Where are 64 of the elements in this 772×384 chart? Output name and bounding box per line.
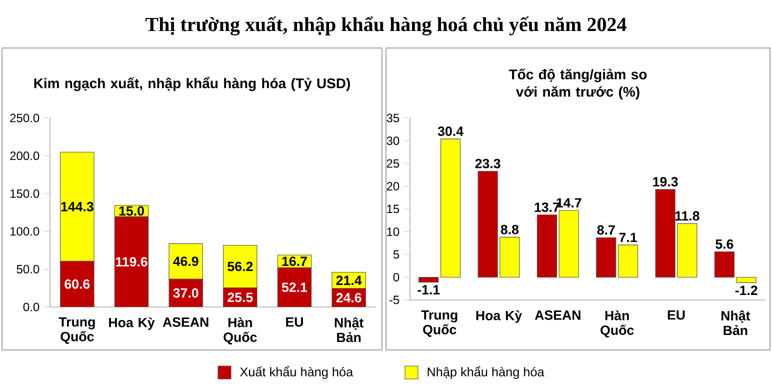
- y-tick-label: 100.0: [10, 227, 40, 236]
- bar: [596, 237, 616, 278]
- data-label: 60.6: [64, 279, 90, 289]
- x-tick-label: Trung Quốc: [58, 317, 95, 344]
- data-label: 15.0: [119, 206, 144, 216]
- x-tick-label: Hoa Kỳ: [476, 310, 522, 323]
- data-label: 8.7: [597, 225, 615, 235]
- data-label: 30.4: [438, 126, 464, 136]
- legend-label: Xuất khẩu hàng hóa: [240, 366, 354, 379]
- bar: [418, 276, 439, 283]
- legend-label: Nhập khẩu hàng hóa: [428, 366, 544, 379]
- data-label: 24.6: [336, 292, 362, 302]
- chart-title: Tốc độ tăng/giảm so với năm trước (%): [508, 68, 647, 100]
- data-label: 19.3: [653, 177, 678, 186]
- y-tick-label: 5: [393, 250, 400, 259]
- y-tick-label: 0: [393, 272, 400, 282]
- data-label: 7.1: [619, 232, 637, 242]
- y-tick-label: 0.0: [23, 302, 40, 312]
- data-label: 5.6: [716, 239, 734, 249]
- x-tick-label: Hàn Quốc: [224, 317, 257, 344]
- bar: [536, 214, 557, 278]
- data-label: 144.3: [61, 202, 94, 212]
- y-tick-label: 35: [386, 114, 400, 122]
- x-tick-label: Hàn Quốc: [600, 310, 634, 338]
- data-label: 119.6: [116, 257, 148, 266]
- y-tick-label: 10: [387, 227, 400, 236]
- chart-subtitle: Kim ngạch xuất, nhập khẩu hàng hóa (Tỷ USD): [34, 76, 350, 92]
- data-label: 8.8: [500, 224, 519, 234]
- bar: [558, 210, 579, 278]
- x-tick-label: Nhật Bản: [334, 317, 364, 342]
- data-label: 14.7: [556, 198, 582, 208]
- data-label: 52.1: [282, 282, 308, 292]
- y-tick-label: -5: [389, 296, 400, 304]
- data-label: 25.5: [228, 292, 253, 302]
- bar: [714, 251, 734, 278]
- y-tick-label: 200.0: [10, 152, 40, 160]
- data-label: 21.4: [336, 276, 362, 285]
- bar: [440, 138, 461, 278]
- bar: [618, 244, 638, 278]
- data-label: 11.8: [675, 211, 700, 221]
- data-label: 37.0: [173, 288, 198, 298]
- data-label: -1.1: [418, 285, 440, 294]
- x-tick-label: Trung Quốc: [421, 310, 458, 337]
- x-tick-label: ASEAN: [534, 310, 580, 320]
- x-tick-label: Nhật Bản: [721, 310, 750, 336]
- data-label: 23.3: [475, 158, 500, 168]
- y-tick-label: 20: [386, 182, 400, 190]
- bar: [736, 276, 756, 283]
- y-tick-label: 250.0: [10, 114, 40, 122]
- y-tick-label: 150.0: [10, 189, 40, 198]
- x-tick-label: EU: [668, 310, 685, 320]
- data-label: 56.2: [228, 262, 253, 272]
- data-label: 16.7: [282, 256, 307, 266]
- x-tick-label: EU: [286, 317, 303, 327]
- chart-title: Thị trường xuất, nhập khẩu hàng hoá chủ yếu năm 2024: [146, 16, 626, 36]
- data-label: 46.9: [173, 256, 198, 266]
- data-label: -1.2: [735, 286, 758, 295]
- x-tick-label: Hoa Kỳ: [109, 317, 155, 330]
- y-tick-label: 50.0: [16, 264, 40, 274]
- y-tick-label: 15: [387, 204, 400, 214]
- x-tick-label: ASEAN: [162, 317, 208, 327]
- y-tick-label: 30: [386, 136, 400, 145]
- data-label: 13.7: [534, 202, 560, 212]
- y-tick-label: 25: [386, 159, 400, 168]
